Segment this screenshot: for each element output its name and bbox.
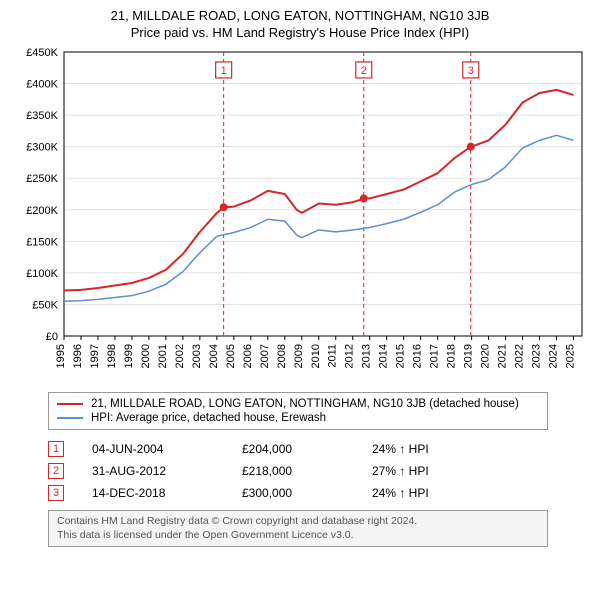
chart-container: 21, MILLDALE ROAD, LONG EATON, NOTTINGHA… bbox=[0, 0, 600, 557]
svg-text:2019: 2019 bbox=[463, 344, 475, 368]
svg-text:£400K: £400K bbox=[26, 79, 58, 91]
title-subtitle: Price paid vs. HM Land Registry's House … bbox=[12, 25, 588, 40]
marker-badge: 3 bbox=[48, 485, 64, 501]
svg-text:2000: 2000 bbox=[140, 344, 152, 368]
svg-text:2015: 2015 bbox=[395, 344, 407, 368]
marker-pct: 27% ↑ HPI bbox=[372, 464, 492, 478]
marker-badge: 2 bbox=[48, 463, 64, 479]
svg-text:£150K: £150K bbox=[26, 236, 58, 248]
svg-text:2002: 2002 bbox=[174, 344, 186, 368]
svg-text:1999: 1999 bbox=[123, 344, 135, 368]
svg-text:2014: 2014 bbox=[378, 344, 390, 368]
footer-line2: This data is licensed under the Open Gov… bbox=[57, 529, 539, 543]
svg-text:2007: 2007 bbox=[259, 344, 271, 368]
svg-text:2010: 2010 bbox=[310, 344, 322, 368]
legend-swatch bbox=[57, 417, 83, 419]
svg-text:£0: £0 bbox=[46, 331, 58, 343]
legend: 21, MILLDALE ROAD, LONG EATON, NOTTINGHA… bbox=[48, 392, 548, 430]
marker-price: £204,000 bbox=[242, 442, 372, 456]
svg-text:2017: 2017 bbox=[429, 344, 441, 368]
svg-text:2013: 2013 bbox=[361, 344, 373, 368]
svg-text:2004: 2004 bbox=[208, 344, 220, 368]
chart-area: £0 £50K £100K £150K £200K £250K £300K £350K £400… bbox=[12, 46, 588, 386]
svg-text:1: 1 bbox=[221, 65, 227, 77]
svg-text:£450K: £450K bbox=[26, 47, 58, 59]
marker-pct: 24% ↑ HPI bbox=[372, 486, 492, 500]
svg-text:2006: 2006 bbox=[242, 344, 254, 368]
marker-date: 04-JUN-2004 bbox=[92, 442, 242, 456]
legend-label: 21, MILLDALE ROAD, LONG EATON, NOTTINGHA… bbox=[91, 398, 519, 410]
svg-text:2008: 2008 bbox=[276, 344, 288, 368]
marker-price: £300,000 bbox=[242, 486, 372, 500]
svg-text:2: 2 bbox=[361, 65, 367, 77]
svg-text:1995: 1995 bbox=[55, 344, 67, 368]
attribution-footer: Contains HM Land Registry data © Crown c… bbox=[48, 510, 548, 547]
legend-item: HPI: Average price, detached house, Erew… bbox=[57, 411, 539, 425]
svg-text:2021: 2021 bbox=[497, 344, 509, 368]
sale-marker-row: 3 14-DEC-2018£300,00024% ↑ HPI bbox=[48, 482, 548, 504]
svg-text:£200K: £200K bbox=[26, 205, 58, 217]
svg-text:2025: 2025 bbox=[565, 344, 577, 368]
svg-text:1996: 1996 bbox=[72, 344, 84, 368]
svg-text:2023: 2023 bbox=[531, 344, 543, 368]
marker-pct: 24% ↑ HPI bbox=[372, 442, 492, 456]
svg-text:£50K: £50K bbox=[32, 299, 58, 311]
svg-text:£100K: £100K bbox=[26, 268, 58, 280]
marker-badge: 1 bbox=[48, 441, 64, 457]
sale-marker-row: 1 04-JUN-2004£204,00024% ↑ HPI bbox=[48, 438, 548, 460]
svg-text:2018: 2018 bbox=[446, 344, 458, 368]
legend-swatch bbox=[57, 403, 83, 405]
svg-text:2020: 2020 bbox=[480, 344, 492, 368]
svg-text:2009: 2009 bbox=[293, 344, 305, 368]
svg-text:1998: 1998 bbox=[106, 344, 118, 368]
svg-text:2005: 2005 bbox=[225, 344, 237, 368]
legend-item: 21, MILLDALE ROAD, LONG EATON, NOTTINGHA… bbox=[57, 397, 539, 411]
footer-line1: Contains HM Land Registry data © Crown c… bbox=[57, 515, 539, 529]
title-address: 21, MILLDALE ROAD, LONG EATON, NOTTINGHA… bbox=[12, 8, 588, 23]
svg-text:3: 3 bbox=[468, 65, 474, 77]
svg-text:2024: 2024 bbox=[548, 344, 560, 368]
title-block: 21, MILLDALE ROAD, LONG EATON, NOTTINGHA… bbox=[12, 8, 588, 40]
sale-markers-list: 104-JUN-2004£204,00024% ↑ HPI231-AUG-201… bbox=[48, 438, 548, 504]
line-chart: £0 £50K £100K £150K £200K £250K £300K £350K £400… bbox=[12, 46, 588, 386]
marker-price: £218,000 bbox=[242, 464, 372, 478]
svg-text:2022: 2022 bbox=[514, 344, 526, 368]
marker-date: 31-AUG-2012 bbox=[92, 464, 242, 478]
svg-text:1997: 1997 bbox=[89, 344, 101, 368]
svg-text:£350K: £350K bbox=[26, 110, 58, 122]
svg-text:2001: 2001 bbox=[157, 344, 169, 368]
svg-text:2011: 2011 bbox=[327, 344, 339, 368]
sale-marker-row: 2 31-AUG-2012£218,00027% ↑ HPI bbox=[48, 460, 548, 482]
svg-text:2012: 2012 bbox=[344, 344, 356, 368]
legend-label: HPI: Average price, detached house, Erew… bbox=[91, 412, 326, 424]
svg-text:£250K: £250K bbox=[26, 173, 58, 185]
svg-text:2016: 2016 bbox=[412, 344, 424, 368]
svg-text:2003: 2003 bbox=[191, 344, 203, 368]
marker-date: 14-DEC-2018 bbox=[92, 486, 242, 500]
svg-text:£300K: £300K bbox=[26, 142, 58, 154]
